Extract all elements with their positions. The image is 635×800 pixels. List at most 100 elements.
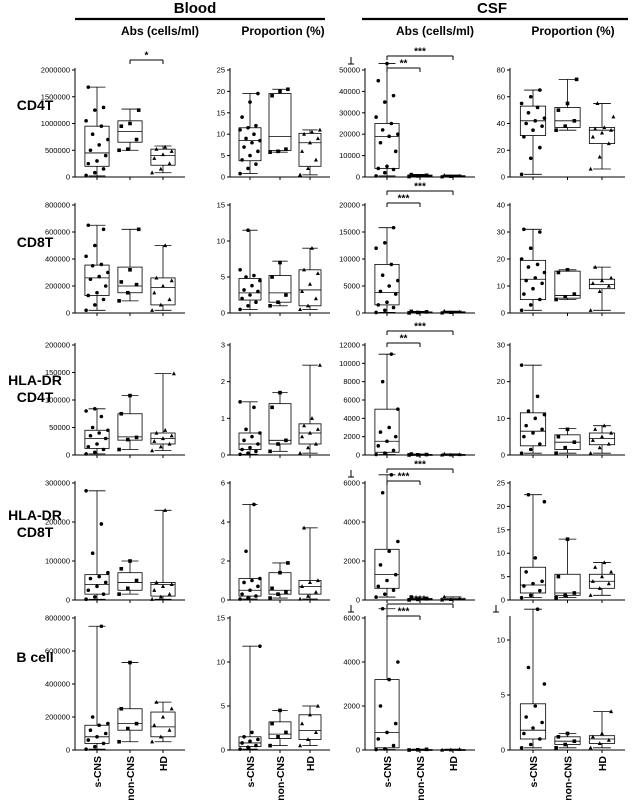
data-point <box>563 445 568 450</box>
data-point <box>86 85 91 89</box>
y-tick-label: 4000 <box>343 414 360 423</box>
y-tick-label: 200000 <box>45 713 70 722</box>
data-point <box>565 268 570 272</box>
box-iqr <box>84 264 110 296</box>
category-label: s-CNS <box>245 756 257 788</box>
panel: 0 10 20 30 <box>497 341 625 460</box>
subtitle-blood-prop: Proportion (%) <box>241 24 324 38</box>
data-point <box>306 737 311 742</box>
data-point <box>542 499 547 504</box>
data-point <box>256 584 260 589</box>
data-point <box>163 243 168 248</box>
data-point <box>93 243 97 248</box>
significance-bracket: *** <box>386 595 454 608</box>
y-tick-label: 0 <box>501 746 505 755</box>
data-point <box>242 735 246 739</box>
data-point <box>374 747 378 752</box>
data-point <box>597 289 602 293</box>
data-point <box>154 275 159 280</box>
data-point <box>385 61 389 66</box>
data-point <box>246 596 250 600</box>
data-point <box>602 560 607 565</box>
box-iqr <box>150 148 176 166</box>
data-point <box>565 427 570 432</box>
data-point <box>440 452 445 457</box>
data-point <box>383 451 387 455</box>
data-point <box>385 439 389 444</box>
significance-label: *** <box>398 194 410 205</box>
data-point <box>84 409 88 413</box>
data-point <box>106 270 110 275</box>
data-point <box>117 592 121 596</box>
data-point <box>380 128 385 132</box>
data-point <box>519 451 524 455</box>
category-labels: s-CNS non-CNS HD s-CNS non-CNS HD s-CNS non-CNS… <box>92 756 609 800</box>
data-point <box>248 293 252 297</box>
data-point <box>519 101 524 106</box>
data-point <box>442 594 447 599</box>
box-non-CNS <box>407 747 433 752</box>
y-tick-label: 0 <box>356 309 360 318</box>
data-point <box>554 128 558 132</box>
data-point <box>565 731 570 736</box>
data-point <box>448 174 453 178</box>
data-point <box>606 581 611 586</box>
data-point <box>393 149 398 154</box>
data-point <box>256 737 260 742</box>
data-point <box>554 595 558 600</box>
data-point <box>154 430 159 435</box>
data-point <box>563 295 568 299</box>
significance-bracket: *** <box>386 322 454 335</box>
data-point <box>238 268 242 272</box>
significance-label: * <box>145 51 149 62</box>
data-point <box>407 598 411 602</box>
data-point <box>542 412 547 417</box>
data-point <box>136 108 141 112</box>
data-point <box>572 292 577 296</box>
data-point <box>244 136 248 141</box>
data-point <box>597 586 602 590</box>
data-point <box>533 704 538 708</box>
data-point <box>300 149 305 153</box>
y-tick-label: 0 <box>221 746 225 755</box>
data-point <box>528 246 533 250</box>
data-point <box>276 592 280 596</box>
data-point <box>317 127 322 132</box>
y-tick-label: 20 <box>497 146 505 155</box>
data-point <box>84 597 88 602</box>
data-point <box>308 282 312 286</box>
y-tick-label: 2000 <box>343 557 360 566</box>
data-point <box>306 445 311 450</box>
data-point <box>240 447 244 452</box>
data-point <box>308 580 312 585</box>
row-label-line: CD8T <box>17 524 54 540</box>
data-point <box>270 586 274 591</box>
box-non-CNS <box>117 660 143 744</box>
data-point <box>606 283 611 288</box>
box-s-CNS <box>238 91 262 176</box>
data-point <box>554 746 558 750</box>
data-point <box>270 93 274 98</box>
y-tick-label: 15 <box>217 614 225 623</box>
data-point <box>154 146 159 151</box>
data-point <box>161 152 165 157</box>
y-tick-label: 0 <box>356 746 360 755</box>
data-point <box>302 525 307 530</box>
box-iqr <box>117 572 143 591</box>
data-point <box>380 273 385 278</box>
box-HD <box>150 508 176 601</box>
data-point <box>93 303 97 307</box>
data-point <box>95 584 99 589</box>
data-point <box>538 442 542 446</box>
data-point <box>106 721 110 726</box>
data-point <box>150 448 155 453</box>
y-tick-label: 0 <box>501 451 505 460</box>
y-tick-label: 5 <box>221 273 225 282</box>
data-point <box>376 737 381 741</box>
data-point <box>248 739 252 743</box>
significance-label: *** <box>414 595 426 606</box>
box-s-CNS <box>519 227 547 313</box>
data-point <box>134 282 139 287</box>
data-point <box>540 720 544 725</box>
box-HD <box>298 246 322 311</box>
